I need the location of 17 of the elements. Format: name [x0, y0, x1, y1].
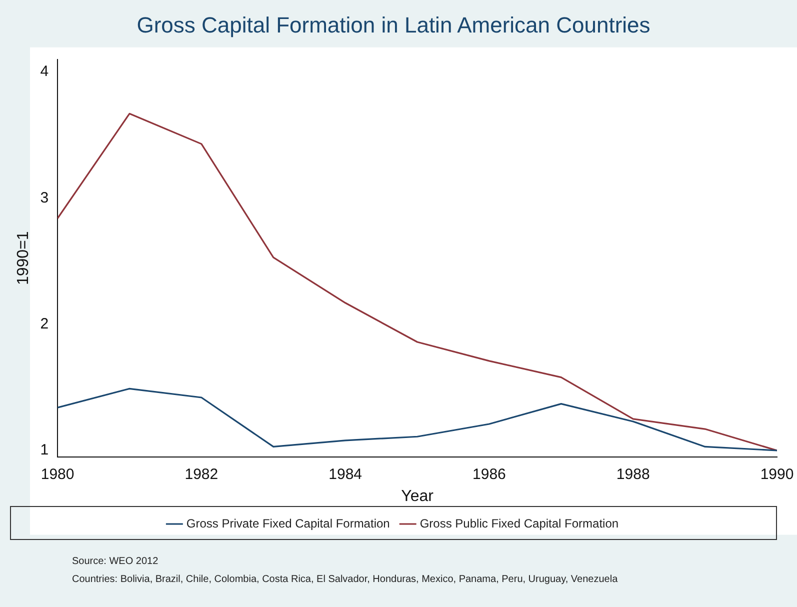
x-tick-label: 1990	[760, 466, 794, 483]
y-tick-label: 2	[40, 315, 49, 332]
x-tick-label: 1980	[40, 466, 74, 483]
x-tick-label: 1982	[184, 466, 218, 483]
x-tick-label: 1988	[616, 466, 650, 483]
x-axis-title: Year	[401, 488, 434, 505]
x-tick-label: 1986	[472, 466, 506, 483]
source-note: Source: WEO 2012	[72, 556, 160, 567]
y-tick-label: 3	[40, 189, 49, 206]
chart-title: Gross Capital Formation in Latin American Countries	[136, 12, 650, 38]
text: Countries: Bolivia, Brazil, Chile, Colombia, Costa Rica, El Salvador, Honduras, Mexico, Panama, Peru, Uruguay, Venezuela	[72, 574, 618, 585]
x-tick-label: 1984	[328, 466, 362, 483]
y-tick-label: 4	[40, 63, 49, 80]
legend-label: Gross Private Fixed Capital Formation	[186, 516, 390, 530]
y-tick-label: 1	[40, 442, 49, 459]
legend-label: Gross Public Fixed Capital Formation	[420, 516, 619, 530]
y-axis-title: 1990=1	[15, 231, 32, 286]
